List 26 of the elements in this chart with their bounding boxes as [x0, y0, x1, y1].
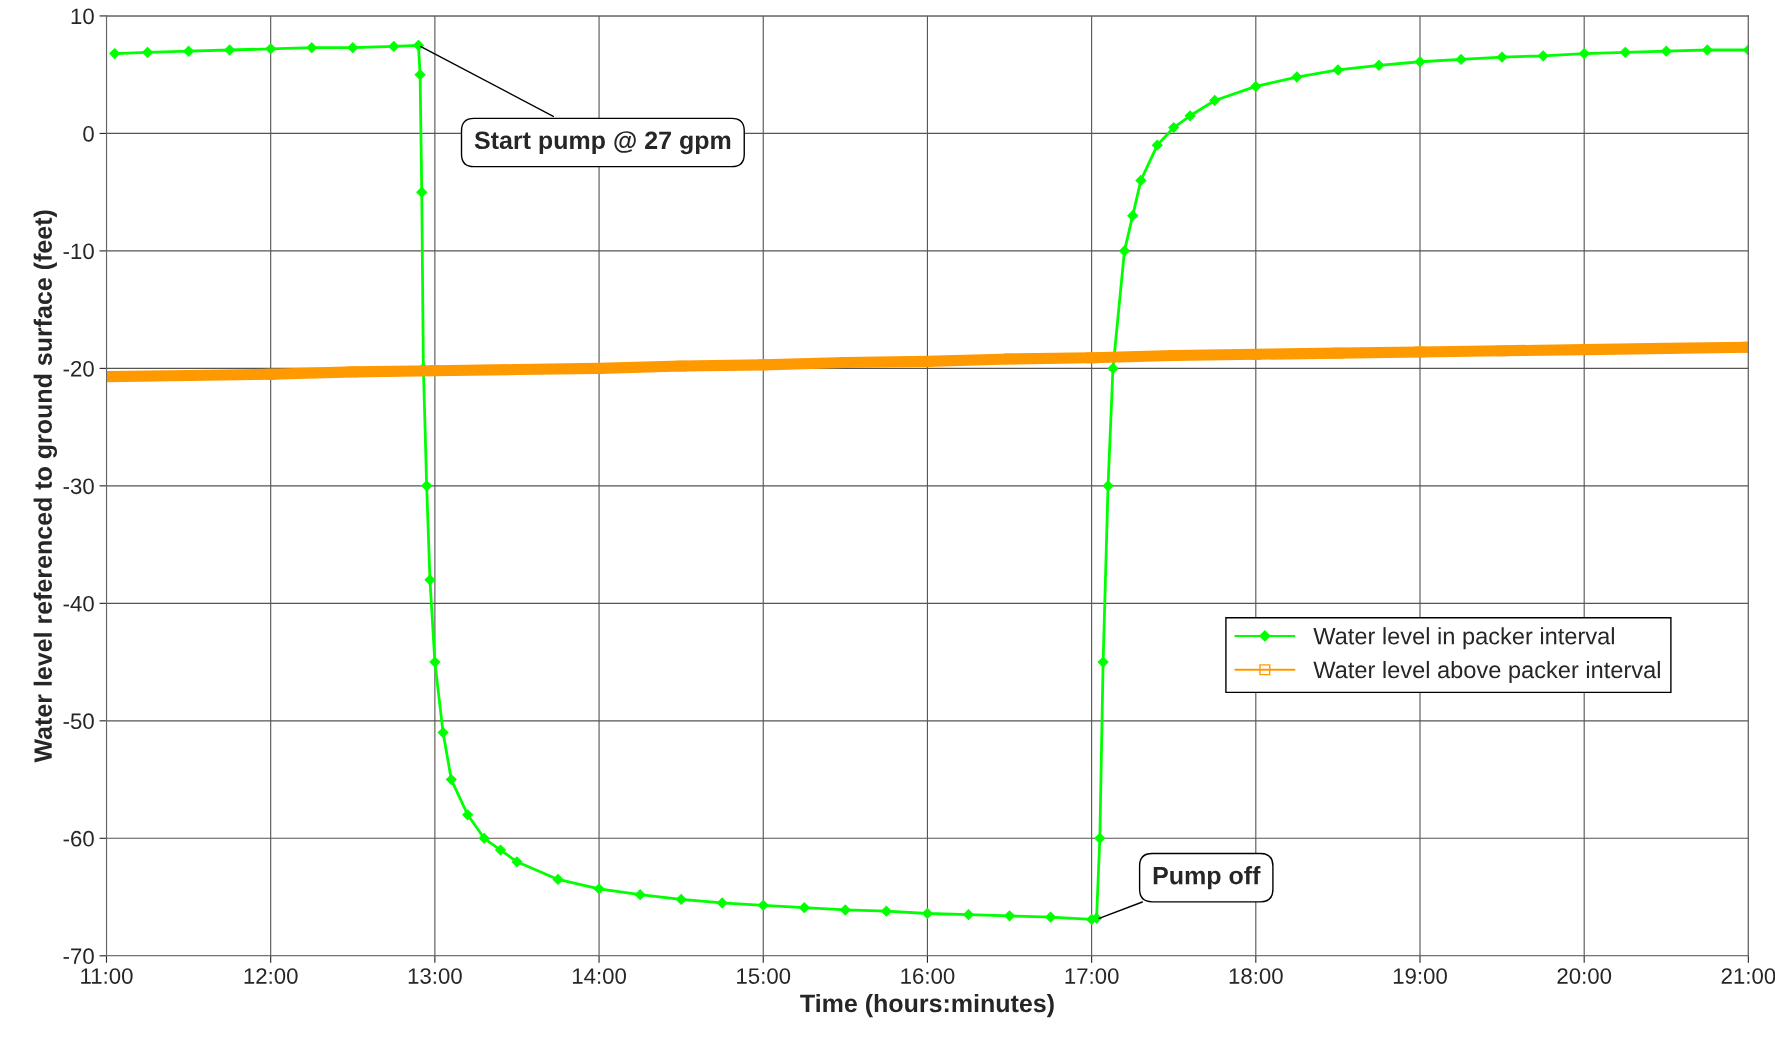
x-tick-label: 12:00 — [244, 968, 298, 984]
x-tick-label: 18:00 — [1229, 968, 1283, 984]
x-tick-label: 14:00 — [572, 968, 626, 984]
x-tick-label: 19:00 — [1393, 968, 1447, 984]
x-tick-label: 15:00 — [737, 968, 791, 984]
legend-label: Water level above packer interval — [1313, 660, 1660, 683]
x-tick-label: 17:00 — [1065, 968, 1119, 984]
x-tick-label: 11:00 — [81, 968, 133, 984]
annotation: Pump off — [1153, 866, 1261, 890]
x-tick-label: 16:00 — [901, 968, 955, 984]
y-tick-label: -30 — [63, 478, 94, 495]
x-tick-label: 20:00 — [1557, 968, 1612, 984]
y-tick-label: -20 — [63, 360, 94, 377]
y-tick-label: 0 — [83, 125, 94, 142]
y-axis-title: Water level referenced to ground surface (feet) — [33, 210, 58, 763]
x-tick-label: 13:00 — [408, 968, 462, 984]
y-tick-label: -10 — [63, 243, 94, 260]
x-tick-label: 21:00 — [1721, 968, 1775, 984]
y-tick-label: -40 — [63, 595, 94, 612]
x-axis-title: Time (hours:minutes) — [800, 993, 1054, 1018]
annotation: Start pump @ 27 gpm — [474, 131, 731, 155]
y-tick-label: -70 — [63, 948, 94, 965]
y-tick-label: -50 — [63, 713, 94, 730]
y-tick-label: 10 — [71, 8, 94, 25]
legend-label: Water level in packer interval — [1313, 627, 1614, 650]
y-tick-label: -60 — [63, 830, 94, 847]
